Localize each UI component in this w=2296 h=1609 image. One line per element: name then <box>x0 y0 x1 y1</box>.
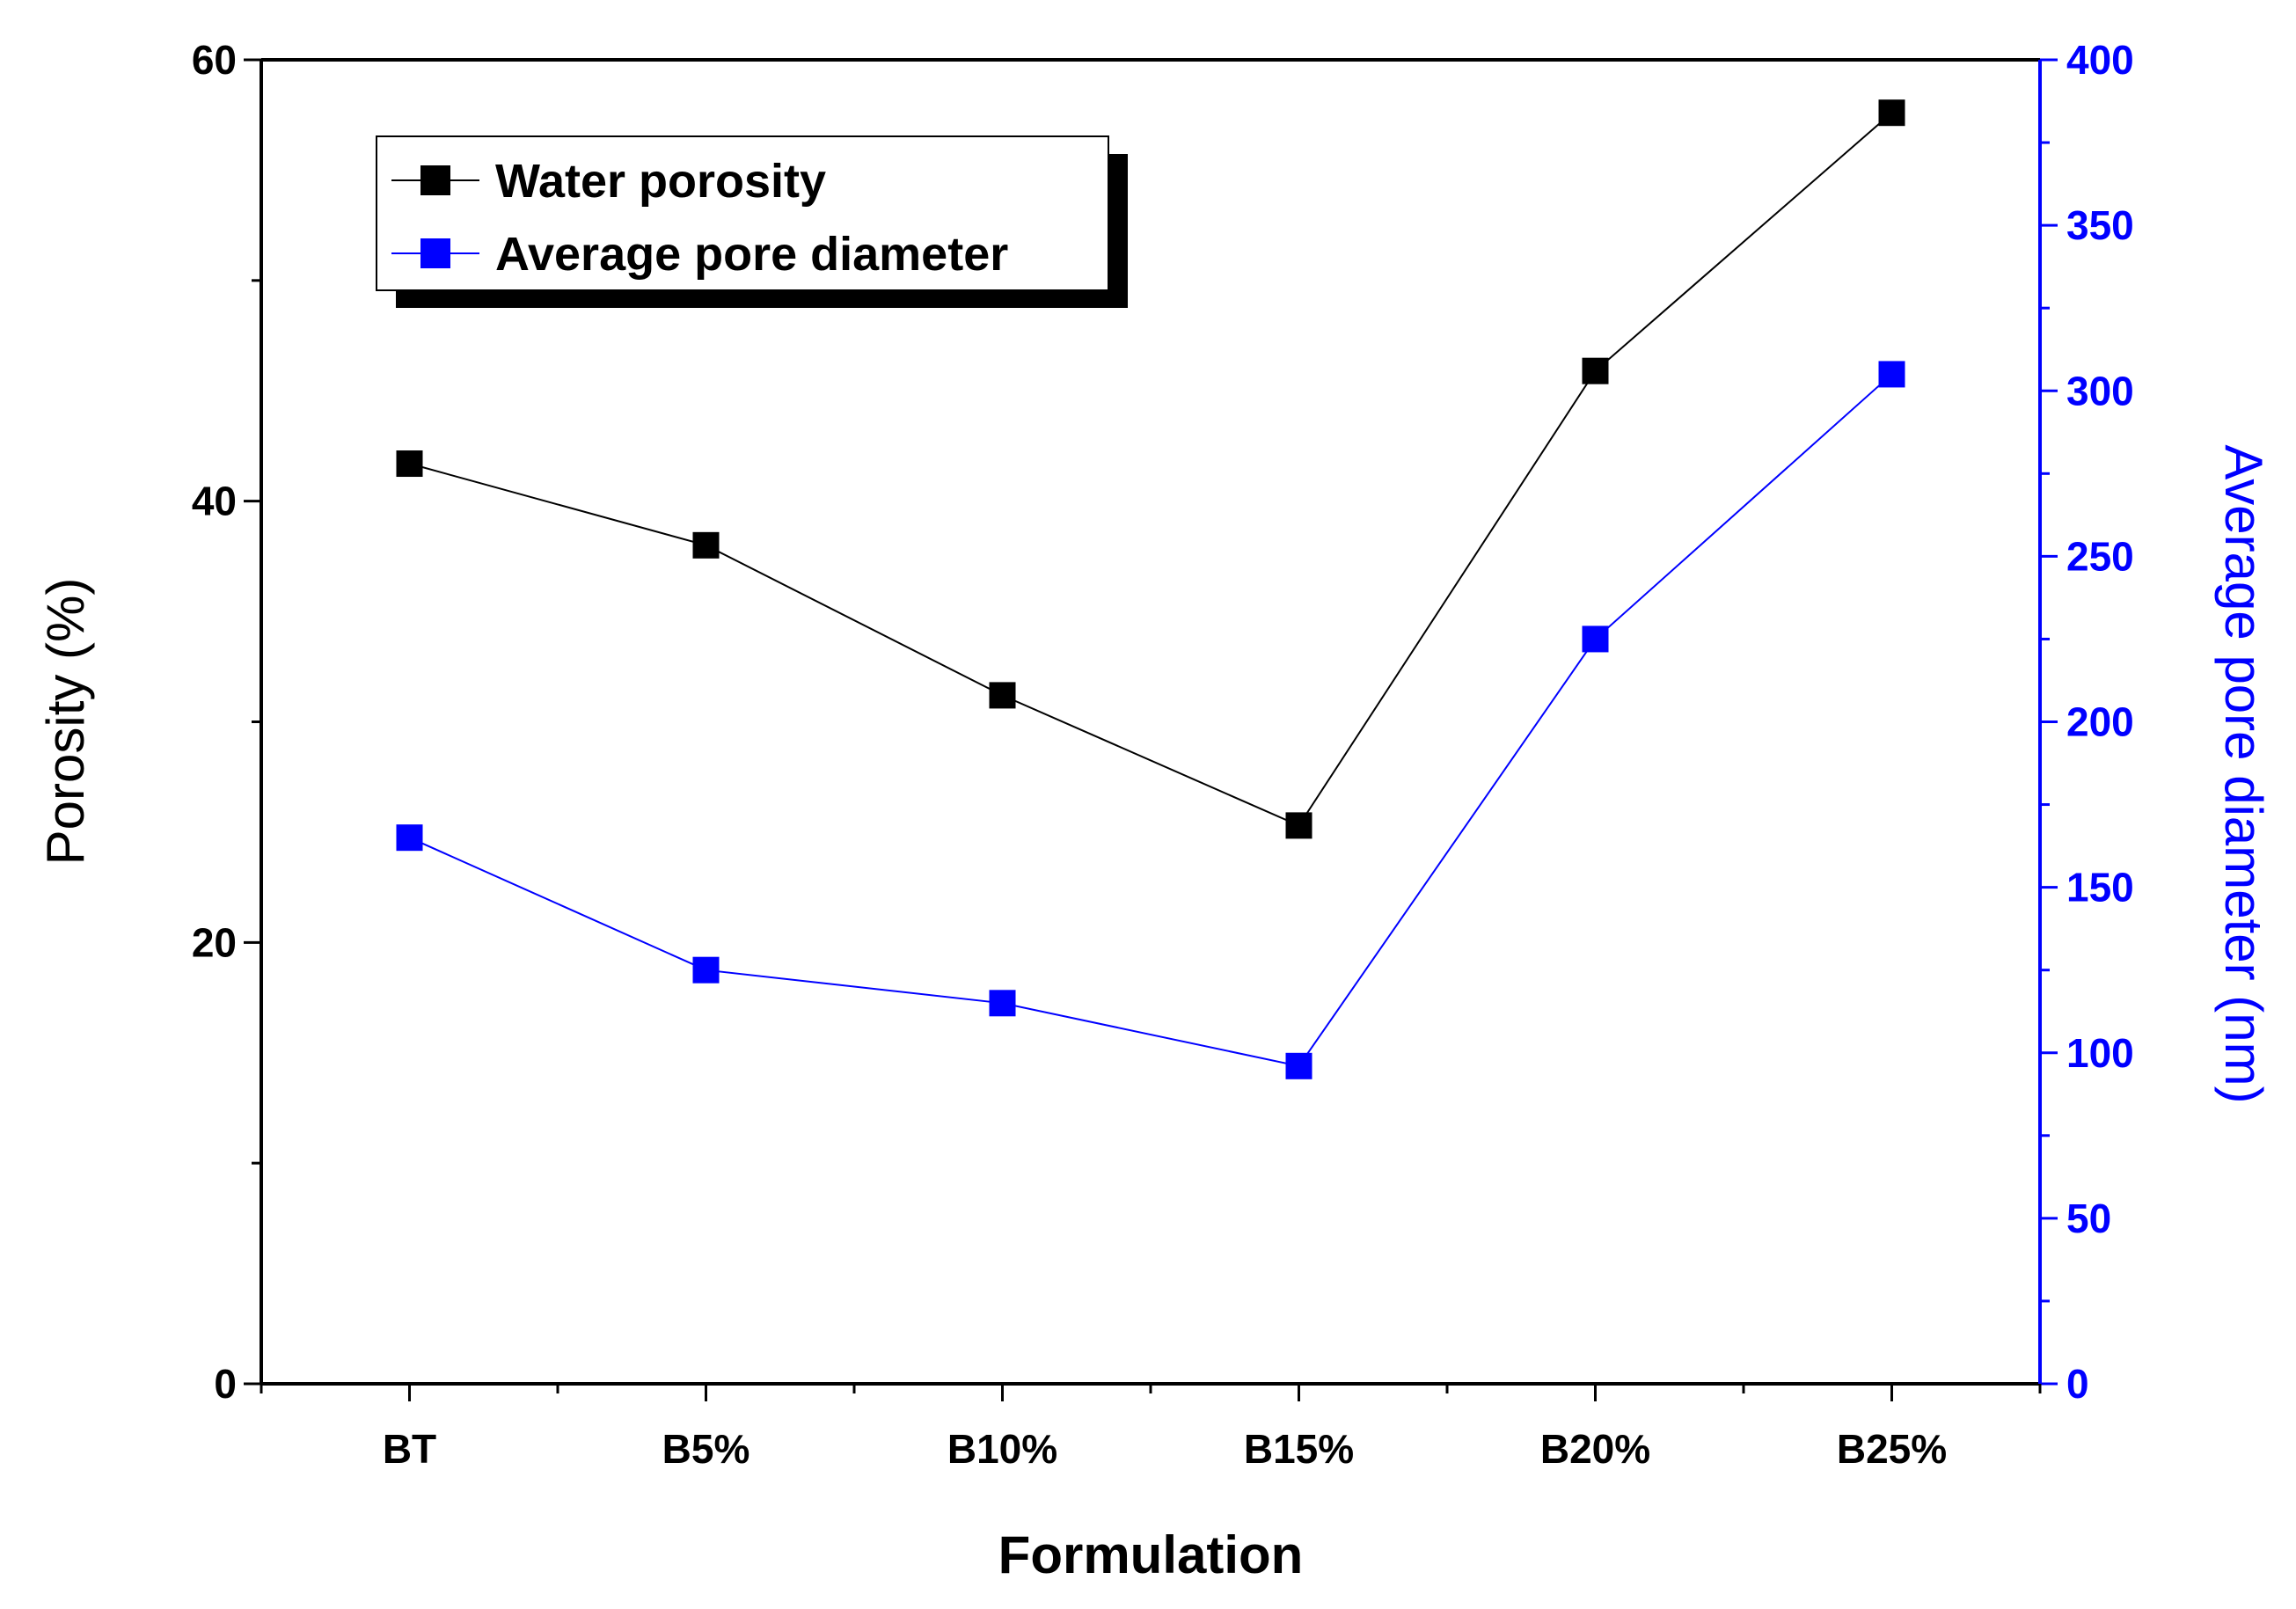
series-1-point-B20% <box>1582 625 1609 653</box>
series-0-point-B5% <box>692 531 720 559</box>
y-axis-right-tick-label: 300 <box>2066 368 2134 413</box>
series-1-point-B5% <box>692 956 720 984</box>
y-axis-right-tick-label: 0 <box>2066 1361 2089 1407</box>
y-axis-right-tick-label: 350 <box>2066 202 2134 248</box>
legend-marker-average-pore-diameter <box>420 238 450 268</box>
y-axis-left-tick-label: 60 <box>192 37 237 83</box>
legend-box <box>376 135 1109 291</box>
x-axis-category-label: B20% <box>1540 1426 1650 1472</box>
x-axis-title: Formulation <box>998 1525 1304 1584</box>
legend-marker-water-porosity <box>420 165 450 195</box>
series-0-point-BT <box>396 450 423 478</box>
y-axis-right-tick-label: 250 <box>2066 533 2134 579</box>
series-1-point-BT <box>396 824 423 852</box>
y-axis-right-tick-label: 100 <box>2066 1030 2134 1076</box>
y-axis-right-ticks: 0 50 100 150 200 250 300 350 400 <box>2040 37 2134 1407</box>
y-axis-left-title: Porosity (%) <box>36 578 95 866</box>
series-0-point-B20% <box>1582 357 1609 384</box>
x-axis-category-label: B25% <box>1837 1426 1947 1472</box>
series-0-point-B10% <box>989 682 1016 709</box>
series-line-1 <box>409 373 1893 1067</box>
legend: Water porosity Average pore diameter <box>376 135 1128 308</box>
series-1-point-B15% <box>1285 1052 1313 1079</box>
x-axis-category-label: B15% <box>1244 1426 1354 1472</box>
y-axis-right-tick-label: 150 <box>2066 865 2134 911</box>
y-axis-right-tick-label: 400 <box>2066 37 2134 83</box>
series-layer <box>396 99 1905 1079</box>
series-line-0 <box>409 112 1893 827</box>
x-axis-category-label: B5% <box>662 1426 750 1472</box>
legend-label-average-pore-diameter: Average pore diameter <box>495 228 1008 281</box>
series-1-point-B10% <box>989 990 1016 1017</box>
series-1-point-B25% <box>1878 361 1905 388</box>
y-axis-left-tick-label: 0 <box>214 1361 237 1407</box>
y-axis-left-ticks: 0 20 40 60 <box>192 37 261 1407</box>
x-axis-category-label: B10% <box>947 1426 1057 1472</box>
x-axis-ticks: BT B5% B10% B15% B20% B25% <box>260 1384 2042 1472</box>
y-axis-right-title: Average pore diameter (nm) <box>2214 444 2273 1103</box>
y-axis-right-tick-label: 200 <box>2066 699 2134 745</box>
legend-label-water-porosity: Water porosity <box>495 155 826 208</box>
y-axis-right-tick-label: 50 <box>2066 1196 2111 1241</box>
series-0-point-B25% <box>1878 99 1905 127</box>
y-axis-left-tick-label: 20 <box>192 919 237 965</box>
x-axis-category-label: BT <box>383 1426 436 1472</box>
series-0-point-B15% <box>1285 812 1313 839</box>
y-axis-left-tick-label: 40 <box>192 479 237 524</box>
